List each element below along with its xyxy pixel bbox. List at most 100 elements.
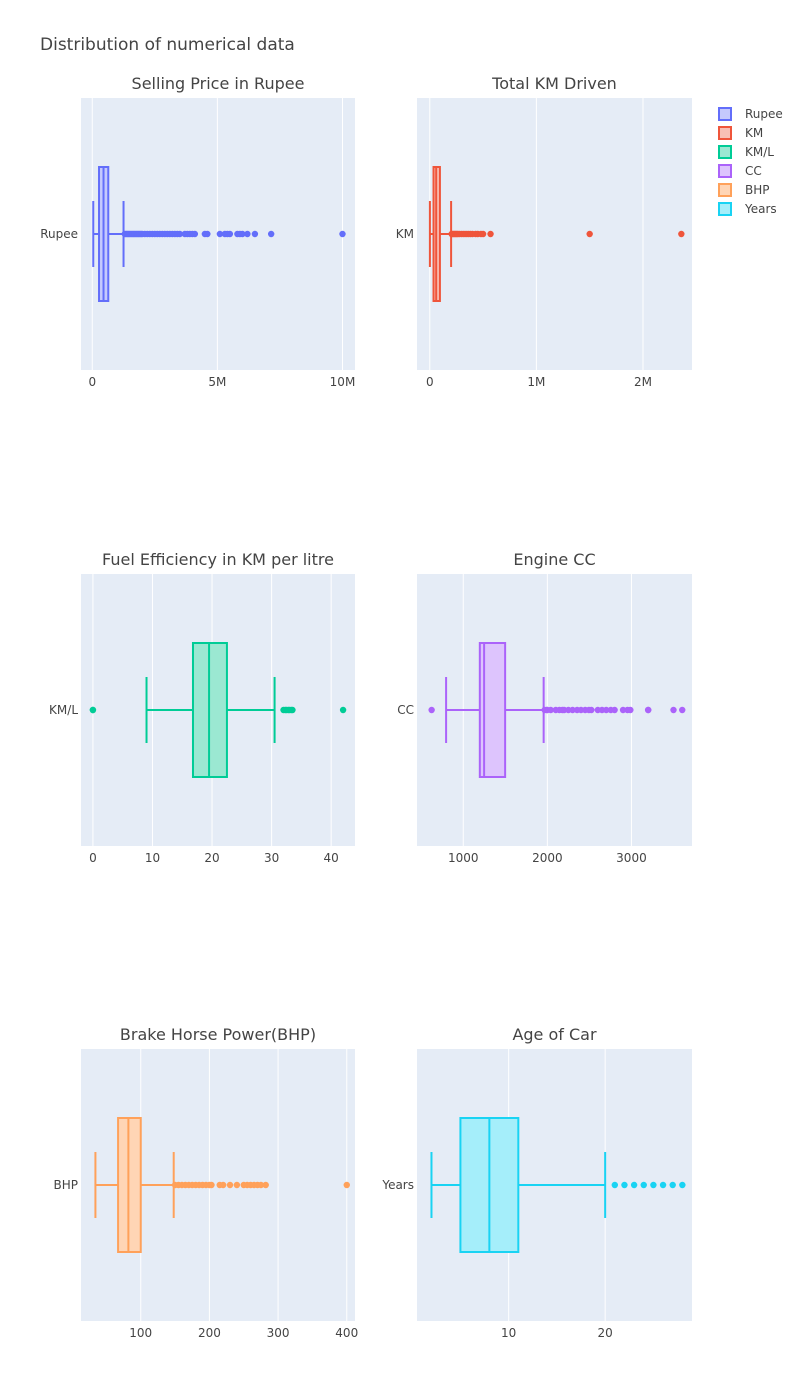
x-tick-label: 30 — [264, 851, 279, 865]
y-category-label: BHP — [54, 1178, 79, 1192]
outlier-point — [339, 230, 346, 238]
outlier-point — [611, 1181, 619, 1189]
subplot-rupee: 0 5M 10M Selling Price in Rupee Rupee — [40, 74, 355, 389]
outlier-point — [659, 1181, 667, 1189]
outlier-point — [176, 230, 184, 238]
x-tick-label: 1000 — [448, 851, 479, 865]
x-tick-label: 40 — [324, 851, 339, 865]
subplot-cc: 1000 2000 3000 Engine CC CC — [397, 550, 692, 865]
x-tick-label: 10M — [330, 375, 356, 389]
legend-swatch — [718, 107, 732, 121]
subplot-km: 0 1M 2M Total KM Driven KM — [396, 74, 692, 389]
subplots: 0 5M 10M Selling Price in Rupee Rupee 0 1M 2M To… — [40, 74, 692, 1340]
x-tick-label: 400 — [335, 1326, 358, 1340]
outlier-point — [428, 706, 435, 714]
legend-swatch — [718, 164, 732, 178]
legend-item-bhp[interactable]: BHP — [718, 183, 770, 197]
legend: Rupee KM KM/L CC BHP Years — [718, 107, 783, 216]
outlier-point — [569, 706, 576, 714]
outlier-point — [621, 1181, 628, 1189]
x-tick-label: 2M — [634, 375, 652, 389]
outlier-point — [650, 1181, 657, 1189]
legend-swatch — [718, 183, 732, 197]
outlier-point — [547, 706, 554, 714]
outlier-point — [603, 706, 610, 714]
legend-label: CC — [745, 164, 762, 178]
legend-label: KM — [745, 126, 763, 140]
x-tick-label: 300 — [267, 1326, 290, 1340]
outlier-point — [679, 1181, 686, 1189]
outlier-point — [487, 230, 494, 238]
subplot-title: Selling Price in Rupee — [132, 74, 305, 93]
outlier-point — [226, 1181, 234, 1189]
outlier-point — [679, 706, 686, 714]
x-tick-label: 200 — [198, 1326, 221, 1340]
x-tick-label: 2000 — [532, 851, 563, 865]
outlier-point — [670, 706, 677, 714]
outlier-point — [244, 230, 251, 238]
subplot-title: Age of Car — [512, 1025, 597, 1044]
outlier-point — [233, 1181, 241, 1189]
legend-label: Rupee — [745, 107, 783, 121]
outlier-point — [586, 230, 593, 238]
outlier-point — [645, 706, 652, 714]
outlier-point — [678, 230, 685, 238]
outlier-point — [239, 230, 246, 238]
box-iqr — [117, 1117, 142, 1253]
x-tick-label: 0 — [88, 375, 96, 389]
y-category-label: CC — [397, 703, 414, 717]
subplot-title: Engine CC — [513, 550, 595, 569]
x-tick-label: 10 — [145, 851, 160, 865]
legend-label: Years — [744, 202, 777, 216]
x-tick-label: 20 — [204, 851, 219, 865]
outlier-point — [251, 230, 259, 238]
outlier-point — [588, 706, 595, 714]
legend-item-rupee[interactable]: Rupee — [718, 107, 783, 121]
outlier-point — [669, 1181, 676, 1189]
outlier-point — [619, 706, 627, 714]
outlier-point — [208, 1181, 215, 1189]
x-tick-label: 10 — [501, 1326, 516, 1340]
outlier-point — [611, 706, 618, 714]
x-tick-label: 0 — [426, 375, 434, 389]
subplot-title: Fuel Efficiency in KM per litre — [102, 550, 334, 569]
outlier-point — [226, 230, 234, 238]
y-category-label: KM/L — [49, 703, 78, 717]
y-category-label: KM — [396, 227, 414, 241]
outlier-point — [262, 1181, 269, 1189]
chart-title: Distribution of numerical data — [40, 35, 295, 55]
legend-item-km[interactable]: KM — [718, 126, 763, 140]
outlier-point — [479, 230, 487, 238]
x-tick-label: 3000 — [616, 851, 647, 865]
outlier-point — [216, 230, 224, 238]
outlier-point — [219, 1181, 227, 1189]
outlier-point — [204, 230, 211, 238]
outlier-point — [343, 1181, 350, 1189]
outlier-point — [267, 230, 275, 238]
x-tick-label: 100 — [129, 1326, 152, 1340]
legend-label: KM/L — [745, 145, 774, 159]
outlier-point — [257, 1181, 265, 1189]
legend-swatch — [718, 202, 732, 216]
x-tick-label: 0 — [89, 851, 97, 865]
subplot-title: Total KM Driven — [491, 74, 617, 93]
subplot-title: Brake Horse Power(BHP) — [120, 1025, 316, 1044]
outlier-point — [339, 706, 347, 714]
legend-item-km-l[interactable]: KM/L — [718, 145, 774, 159]
subplot-years: 10 20 Age of Car Years — [381, 1025, 692, 1340]
outlier-point — [89, 706, 97, 714]
legend-item-cc[interactable]: CC — [718, 164, 762, 178]
outlier-point — [289, 706, 296, 714]
legend-swatch — [718, 126, 732, 140]
x-tick-label: 20 — [598, 1326, 613, 1340]
subplot-km-l: 0 10 20 30 40 Fuel Efficiency in KM per litre… — [49, 550, 355, 865]
x-tick-label: 1M — [527, 375, 545, 389]
x-tick-label: 5M — [208, 375, 226, 389]
legend-label: BHP — [745, 183, 770, 197]
outlier-point — [191, 230, 199, 238]
y-category-label: Rupee — [40, 227, 78, 241]
y-category-label: Years — [381, 1178, 414, 1192]
legend-swatch — [718, 145, 732, 159]
legend-item-years[interactable]: Years — [718, 202, 777, 216]
